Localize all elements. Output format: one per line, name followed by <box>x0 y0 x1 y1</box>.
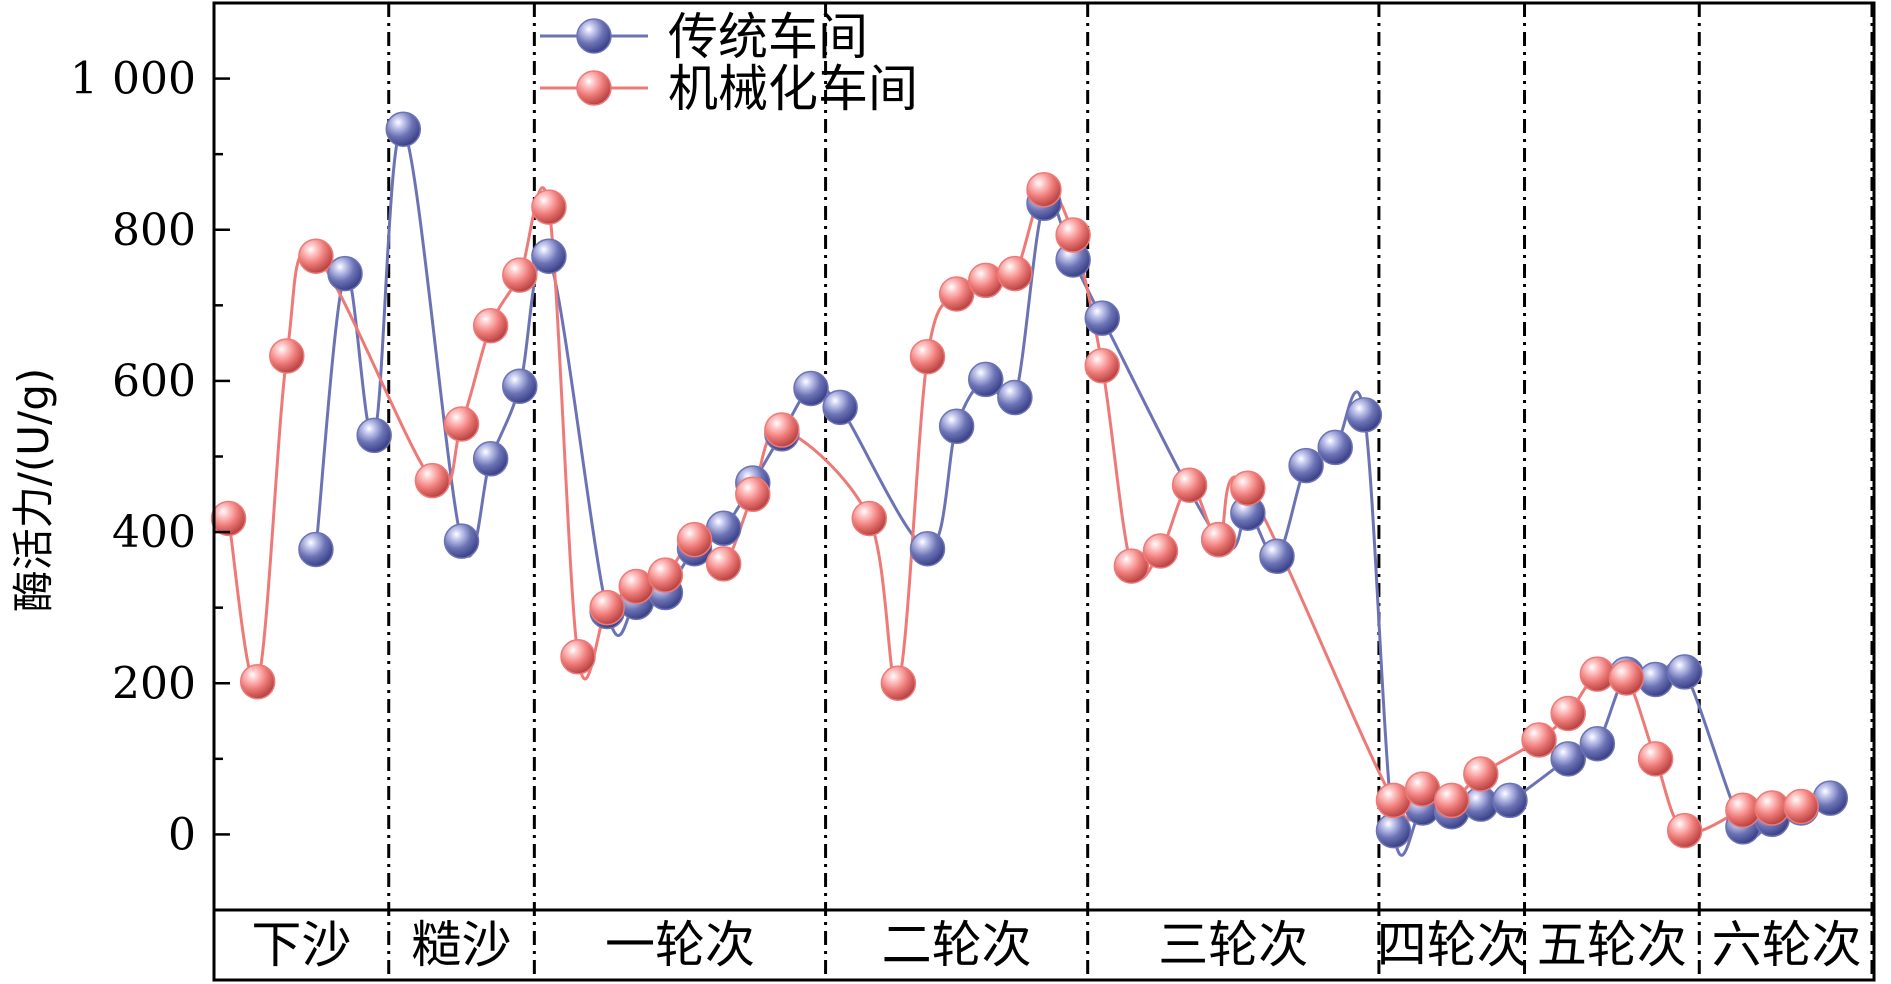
stage-labels: 下沙 糙沙 一轮次 二轮次 三轮次 四轮次 五轮次 六轮次 <box>251 916 1861 974</box>
y-tick-label: 0 <box>168 809 196 860</box>
data-point-series-1 <box>1608 660 1645 696</box>
data-point-series-1 <box>443 406 480 442</box>
data-point-series-1 <box>502 257 538 293</box>
data-point-series-1 <box>298 238 334 274</box>
y-axis-label: 酶活力/(U/g) <box>9 368 58 612</box>
data-point-series-0 <box>502 368 538 404</box>
series-points <box>210 111 1849 849</box>
stage-label: 五轮次 <box>1537 916 1687 974</box>
y-tick-label: 200 <box>112 658 196 709</box>
data-point-series-1 <box>269 338 305 374</box>
y-tick-label: 800 <box>112 205 196 256</box>
data-point-series-1 <box>735 476 771 513</box>
data-point-series-0 <box>997 379 1033 416</box>
data-point-series-1 <box>1783 788 1819 825</box>
data-point-series-1 <box>589 589 625 626</box>
data-point-series-0 <box>1288 447 1324 484</box>
stage-dividers <box>387 3 1874 980</box>
data-point-series-1 <box>1142 533 1179 569</box>
data-point-series-0 <box>1492 782 1528 819</box>
data-point-series-0 <box>1084 300 1120 336</box>
data-point-series-0 <box>356 417 392 454</box>
stage-label: 糙沙 <box>412 916 512 974</box>
data-point-series-1 <box>1200 521 1237 558</box>
data-point-series-0 <box>385 111 422 147</box>
data-point-series-0 <box>443 523 480 559</box>
data-point-series-1 <box>1550 695 1586 732</box>
stage-label: 一轮次 <box>605 916 755 974</box>
data-point-series-1 <box>1026 171 1062 208</box>
data-point-series-1 <box>1637 741 1674 777</box>
data-point-series-1 <box>472 307 509 344</box>
y-axis: 0 200 400 600 800 1 000 <box>70 54 230 860</box>
data-point-series-0 <box>472 441 509 477</box>
data-point-series-0 <box>822 389 858 426</box>
data-point-series-1 <box>1055 217 1091 253</box>
stage-label: 三轮次 <box>1158 916 1308 974</box>
y-tick-label: 400 <box>112 507 196 558</box>
data-point-series-0 <box>938 408 975 445</box>
data-point-series-1 <box>414 462 451 499</box>
data-point-series-0 <box>1550 741 1586 777</box>
data-point-series-0 <box>1346 397 1383 433</box>
stage-label: 四轮次 <box>1377 916 1527 974</box>
data-point-series-0 <box>1666 654 1703 690</box>
data-point-series-1 <box>1113 548 1150 584</box>
data-point-series-1 <box>647 557 684 593</box>
data-point-series-1 <box>676 521 713 558</box>
y-tick-label: 1 000 <box>70 54 196 105</box>
data-point-series-1 <box>1084 348 1120 384</box>
data-point-series-0 <box>968 361 1004 398</box>
data-point-series-0 <box>793 370 829 407</box>
data-point-series-1 <box>1463 756 1499 792</box>
stage-label: 六轮次 <box>1712 916 1862 974</box>
data-point-series-1 <box>210 500 247 537</box>
data-point-series-1 <box>531 189 567 225</box>
stage-label-band <box>212 908 1876 982</box>
data-point-series-1 <box>1171 467 1208 503</box>
data-point-series-1 <box>239 663 276 700</box>
legend-marker <box>576 18 612 54</box>
data-point-series-1 <box>938 276 975 312</box>
data-point-series-0 <box>298 531 334 568</box>
data-point-series-0 <box>1579 725 1616 762</box>
data-point-series-1 <box>880 665 917 701</box>
data-point-series-0 <box>1259 538 1295 575</box>
data-point-series-0 <box>531 238 567 274</box>
data-point-series-0 <box>1375 812 1412 849</box>
data-point-series-1 <box>997 255 1033 292</box>
data-point-series-1 <box>1230 470 1266 506</box>
data-point-series-1 <box>705 546 742 582</box>
legend-label: 传统车间 <box>668 8 868 66</box>
data-point-series-0 <box>1317 429 1353 466</box>
stage-label: 下沙 <box>251 916 351 974</box>
legend-marker <box>576 70 612 106</box>
legend-label: 机械化车间 <box>668 60 918 118</box>
data-point-series-1 <box>1433 782 1470 819</box>
data-point-series-1 <box>1521 722 1557 758</box>
data-point-series-1 <box>909 338 946 375</box>
data-point-series-1 <box>968 262 1004 299</box>
data-point-series-1 <box>764 412 800 448</box>
plot-frame <box>212 1 1876 912</box>
y-tick-label: 600 <box>112 356 196 407</box>
stage-label: 二轮次 <box>882 916 1032 974</box>
data-point-series-0 <box>327 255 363 292</box>
data-point-series-0 <box>909 530 946 567</box>
data-point-series-1 <box>1666 812 1703 849</box>
data-point-series-1 <box>560 639 596 675</box>
data-point-series-1 <box>851 500 888 537</box>
